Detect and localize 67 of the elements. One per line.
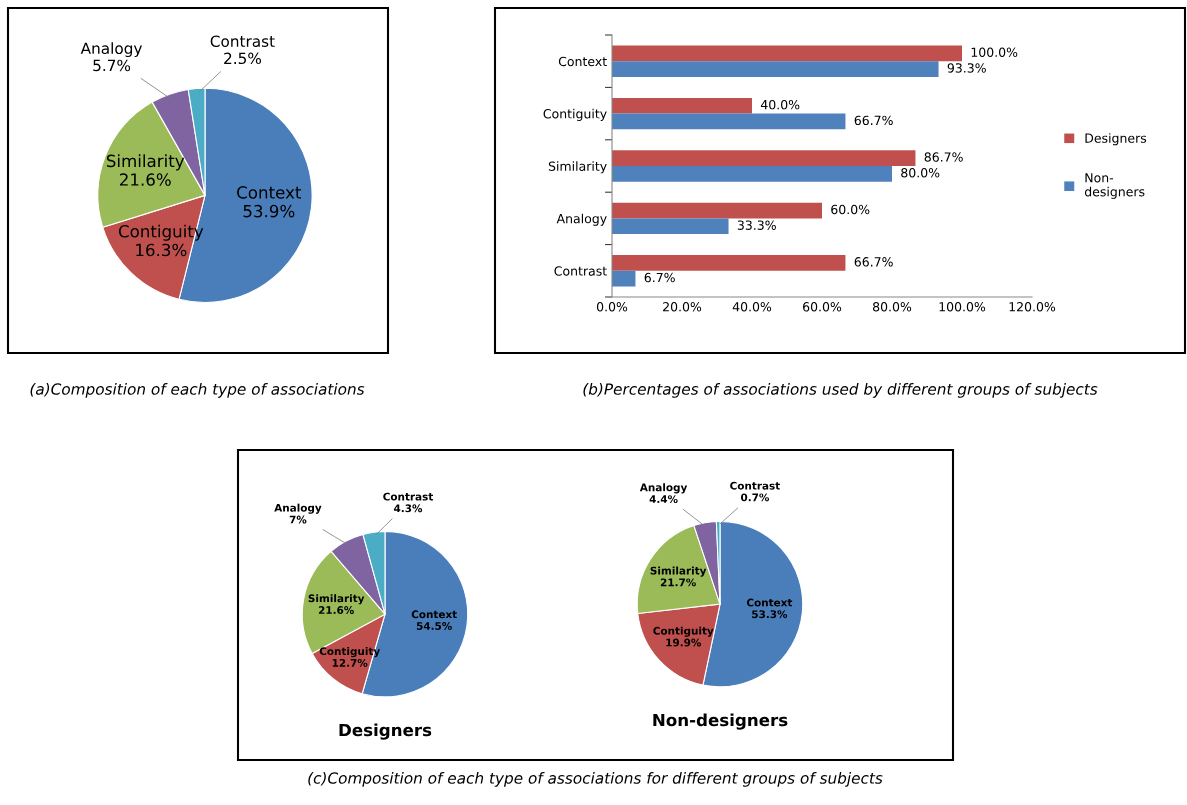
data-label: 53.9% [243, 204, 295, 218]
data-label: 21.7% [660, 578, 696, 587]
x-tick-label: 20.0% [663, 302, 702, 312]
x-tick-label: 120.0% [1009, 302, 1056, 312]
text: Designers [339, 723, 432, 740]
legend-label: Non-designers [1084, 173, 1145, 199]
bar [612, 270, 636, 287]
slice-label: Analogy [80, 42, 143, 58]
data-label: 19.9% [666, 638, 702, 647]
slice-label: Contiguity [653, 626, 714, 637]
y-tick-label: Contiguity [543, 108, 607, 121]
data-label: 66.7% [854, 257, 893, 267]
bar [612, 202, 822, 219]
data-label: 33.3% [737, 220, 776, 230]
data-label: 86.7% [924, 152, 963, 162]
bar [612, 45, 962, 62]
text: (a)Composition of each type of associations [30, 383, 365, 398]
bar [612, 255, 846, 271]
y-tick-label: Analogy [556, 213, 607, 226]
data-label: 100.0% [971, 47, 1018, 57]
bar [612, 166, 892, 182]
slice-label: Contrast [730, 481, 780, 490]
slice-label: Analogy [639, 483, 688, 494]
slice-label: Context [411, 610, 457, 619]
x-tick-label: 0.0% [596, 302, 628, 312]
bar [612, 218, 729, 235]
data-label: 21.6% [119, 173, 171, 186]
slice-label: Similarity [106, 154, 185, 171]
y-tick-label: Contrast [554, 266, 607, 276]
data-label: 12.7% [332, 658, 368, 667]
slice-label: Similarity [650, 566, 707, 577]
slice-label: Context [237, 186, 302, 199]
data-label: 93.3% [947, 63, 986, 73]
slice-label: Contrast [210, 35, 275, 48]
data-label: 40.0% [760, 99, 800, 110]
data-label: 5.7% [93, 59, 131, 72]
bar [612, 150, 916, 166]
data-label: 16.3% [136, 243, 187, 257]
bar [612, 97, 752, 114]
bar [612, 113, 846, 130]
data-label: 66.7% [854, 115, 893, 126]
data-label: 21.6% [318, 606, 354, 614]
text: (c)Composition of each type of associations for different groups of subjects [308, 772, 883, 787]
data-label: 0.7% [740, 493, 770, 502]
data-label: 80.0% [901, 168, 940, 178]
y-tick-label: Context [558, 56, 607, 67]
y-tick-label: Similarity [548, 161, 607, 174]
text: (b)Percentages of associations used by different groups of subjects [583, 383, 1098, 398]
data-label: 7% [289, 515, 307, 524]
x-tick-label: 60.0% [803, 302, 842, 312]
slice-label: Similarity [308, 594, 365, 605]
slice-label: Contrast [383, 492, 434, 501]
x-tick-label: 40.0% [732, 302, 772, 312]
data-label: 6.7% [644, 272, 675, 283]
x-tick-label: 100.0% [939, 302, 986, 312]
slice-label: Context [746, 598, 793, 607]
text: Non-designers [653, 713, 788, 730]
data-label: 54.5% [416, 622, 452, 630]
data-label: 60.0% [831, 204, 870, 215]
x-tick-label: 80.0% [872, 302, 912, 312]
legend-label: Designers [1085, 133, 1147, 146]
data-label: 4.3% [394, 504, 423, 513]
bar [612, 61, 939, 77]
data-label: 2.5% [224, 52, 262, 65]
slice-label: Analogy [274, 503, 322, 514]
data-label: 4.4% [649, 495, 678, 504]
data-label: 53.3% [752, 610, 788, 619]
